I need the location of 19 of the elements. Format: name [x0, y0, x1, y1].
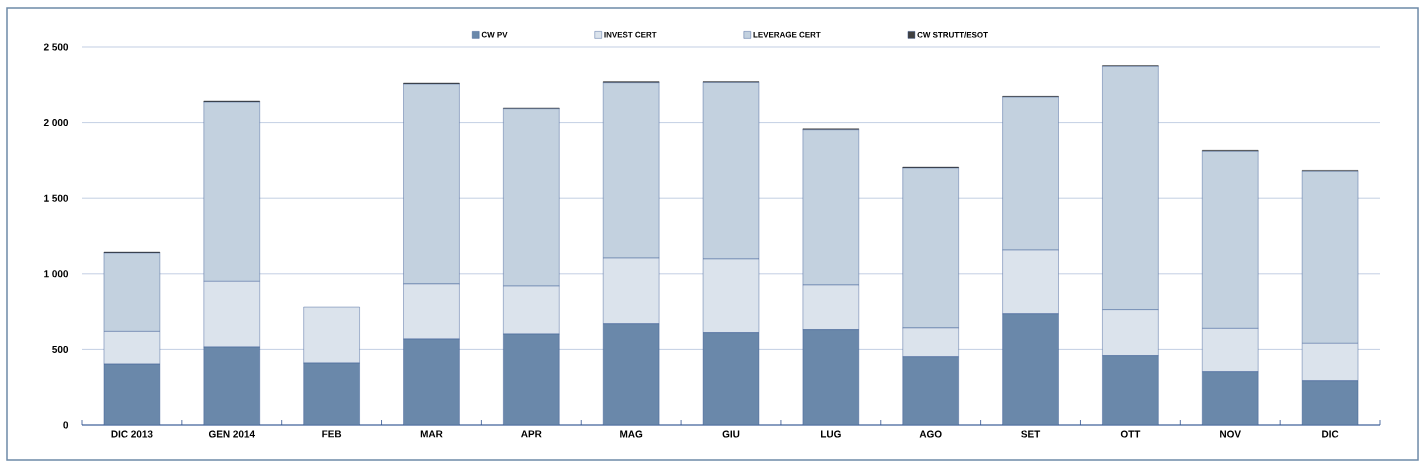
x-tick-label: MAR: [420, 430, 443, 438]
y-tick-label: 1 000: [44, 270, 69, 278]
x-tick-label: SET: [1021, 430, 1041, 438]
y-tick-label: 2 000: [43, 119, 69, 127]
y-tick-label: 500: [52, 345, 69, 353]
y-tick-label: 2 500: [43, 43, 69, 51]
y-tick-label: 0: [63, 421, 69, 429]
x-tick-label: GEN 2014: [208, 430, 255, 438]
x-tick-label: DIC 2013: [111, 430, 153, 438]
x-tick-label: NOV: [1220, 430, 1241, 438]
x-tick-label: DIC: [1322, 430, 1339, 438]
x-tick-label: FEB: [322, 430, 342, 438]
y-tick-label: 1 500: [44, 194, 69, 202]
x-tick-label: GIU: [722, 430, 740, 438]
x-tick-label: APR: [521, 430, 542, 438]
x-tick-label: LUG: [821, 430, 841, 438]
x-tick-label: MAG: [620, 430, 643, 438]
x-tick-label: AGO: [919, 430, 942, 438]
x-tick-label: OTT: [1120, 430, 1141, 438]
